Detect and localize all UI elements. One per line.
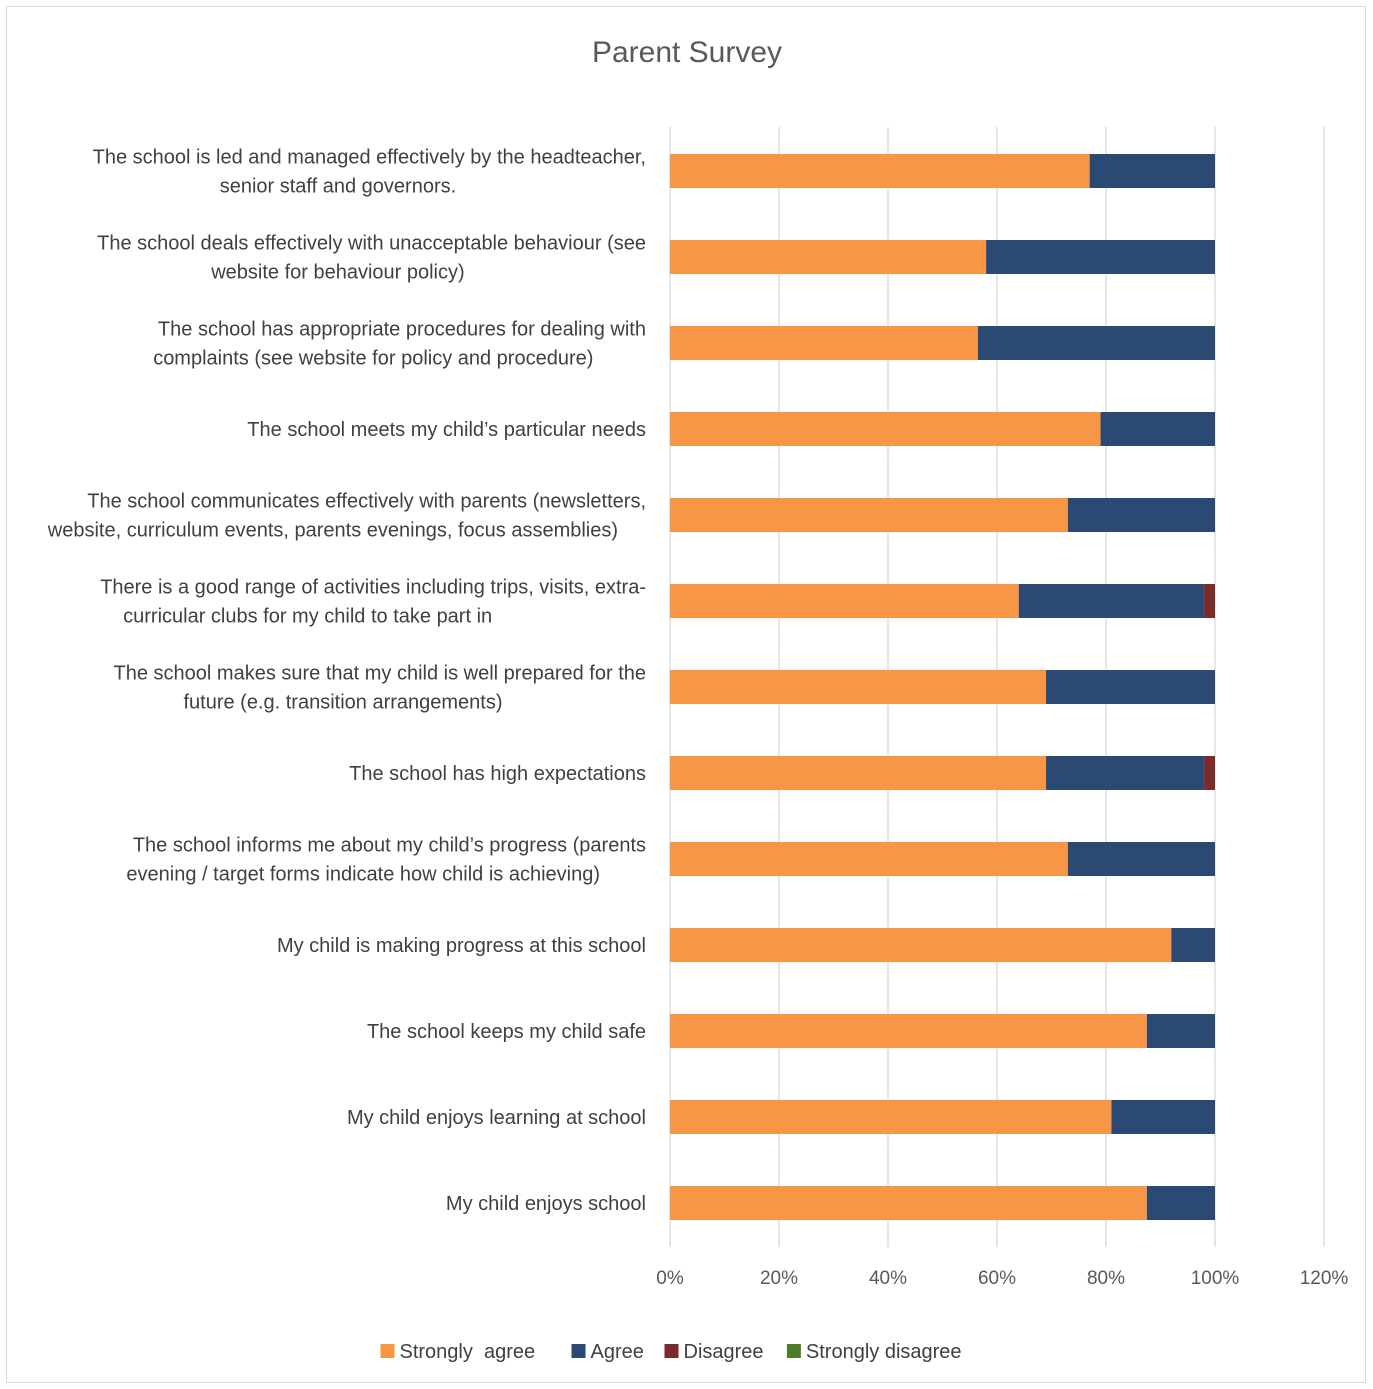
bar-segment: [670, 928, 1172, 962]
category-label: future (e.g. transition arrangements): [183, 692, 502, 714]
legend-label: Agree: [591, 1341, 644, 1363]
bar-segment: [1204, 584, 1215, 618]
legend-label: Strongly disagree: [806, 1341, 962, 1363]
bar-segment: [1067, 842, 1215, 876]
legend: Strongly agree Agree Disagree Strongly disa…: [380, 1341, 962, 1363]
category-label: The school has high expectations: [349, 763, 646, 785]
category-label: The school makes sure that my child is w…: [114, 663, 646, 685]
category-label: website, curriculum events, parents even…: [47, 520, 618, 542]
bars: [670, 154, 1215, 1220]
bar-segment: [670, 842, 1068, 876]
bar-segment: [1100, 412, 1215, 446]
category-label: evening / target forms indicate how chil…: [126, 864, 600, 886]
bar-segment: [670, 240, 987, 274]
bar-segment: [1018, 584, 1205, 618]
category-label: senior staff and governors.: [220, 176, 456, 198]
bar-segment: [1171, 928, 1215, 962]
category-label: complaints (see website for policy and p…: [153, 348, 593, 370]
category-label: There is a good range of activities incl…: [100, 577, 646, 599]
x-tick-label: 40%: [869, 1268, 907, 1289]
x-tick-label: 120%: [1300, 1268, 1349, 1289]
legend-label: Strongly agree: [400, 1341, 536, 1363]
bar-segment: [670, 1100, 1112, 1134]
legend-swatch: [571, 1344, 586, 1358]
category-label: website for behaviour policy): [210, 262, 464, 284]
bar-segment: [1146, 1186, 1215, 1220]
category-label: The school meets my child’s particular n…: [247, 419, 646, 441]
bar-segment: [670, 498, 1068, 532]
bar-segment: [1111, 1100, 1215, 1134]
category-label: The school informs me about my child’s p…: [133, 835, 646, 857]
bar-segment: [1146, 1014, 1215, 1048]
bar-segment: [1067, 498, 1215, 532]
x-axis-ticks: 0% 20% 40% 60% 80% 100% 120%: [656, 1268, 1348, 1289]
bar-segment: [1046, 670, 1215, 704]
category-label: The school keeps my child safe: [367, 1021, 646, 1043]
legend-swatch: [664, 1344, 679, 1358]
category-labels: The school is led and managed effectivel…: [47, 147, 646, 1216]
bar-segment: [670, 584, 1019, 618]
x-tick-label: 20%: [760, 1268, 798, 1289]
bar-segment: [670, 154, 1090, 188]
category-label: My child is making progress at this scho…: [277, 935, 646, 957]
bar-segment: [670, 1014, 1147, 1048]
category-label: My child enjoys school: [446, 1193, 646, 1215]
bar-segment: [1204, 756, 1215, 790]
bar-segment: [670, 670, 1047, 704]
x-tick-label: 80%: [1087, 1268, 1125, 1289]
bar-segment: [977, 326, 1215, 360]
bar-segment: [1046, 756, 1205, 790]
bar-segment: [670, 756, 1047, 790]
bar-segment: [1089, 154, 1215, 188]
category-label: The school has appropriate procedures fo…: [158, 319, 646, 341]
x-tick-label: 60%: [978, 1268, 1016, 1289]
legend-swatch: [786, 1344, 801, 1358]
bar-segment: [670, 326, 978, 360]
legend-label: Disagree: [684, 1341, 764, 1363]
bar-segment: [670, 1186, 1147, 1220]
x-tick-label: 100%: [1191, 1268, 1240, 1289]
bar-segment: [986, 240, 1215, 274]
category-label: The school is led and managed effectivel…: [93, 147, 646, 169]
category-label: curricular clubs for my child to take pa…: [123, 606, 492, 628]
category-label: The school deals effectively with unacce…: [97, 233, 646, 255]
legend-swatch: [380, 1344, 395, 1358]
category-label: The school communicates effectively with…: [87, 491, 646, 513]
category-label: My child enjoys learning at school: [347, 1107, 646, 1129]
bar-segment: [670, 412, 1101, 446]
x-tick-label: 0%: [656, 1268, 684, 1289]
chart-title: Parent Survey: [592, 36, 782, 69]
